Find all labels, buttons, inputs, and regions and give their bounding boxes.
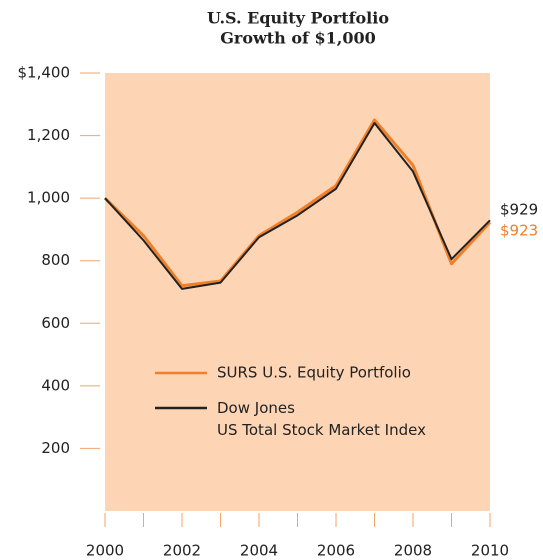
chart-subtitle: Growth of $1,000 bbox=[220, 29, 376, 48]
x-tick-label: 2008 bbox=[394, 542, 432, 560]
plot-background bbox=[105, 73, 490, 511]
series-line bbox=[104, 122, 491, 290]
legend-label: SURS U.S. Equity Portfolio bbox=[217, 364, 411, 382]
x-tick-label: 2002 bbox=[163, 542, 201, 560]
series-line bbox=[103, 118, 492, 288]
x-tick-label: 2004 bbox=[240, 542, 278, 560]
y-tick-label: 200 bbox=[41, 439, 70, 457]
y-tick-label: 800 bbox=[41, 251, 70, 269]
end-value-label: $929 bbox=[500, 201, 538, 219]
x-tick-label: 2006 bbox=[317, 542, 355, 560]
y-tick-label: 1,000 bbox=[27, 189, 70, 207]
x-tick-label: 2000 bbox=[86, 542, 124, 560]
legend-label: Dow Jones US Total Stock Market Index bbox=[217, 399, 426, 439]
y-tick-label: 400 bbox=[41, 376, 70, 394]
x-tick-label: 2010 bbox=[471, 542, 509, 560]
y-tick-label: $1,400 bbox=[18, 64, 71, 82]
chart-title: U.S. Equity Portfolio bbox=[207, 9, 389, 28]
y-tick-label: 600 bbox=[41, 314, 70, 332]
end-value-label: $923 bbox=[500, 222, 538, 240]
y-tick-label: 1,200 bbox=[27, 126, 70, 144]
